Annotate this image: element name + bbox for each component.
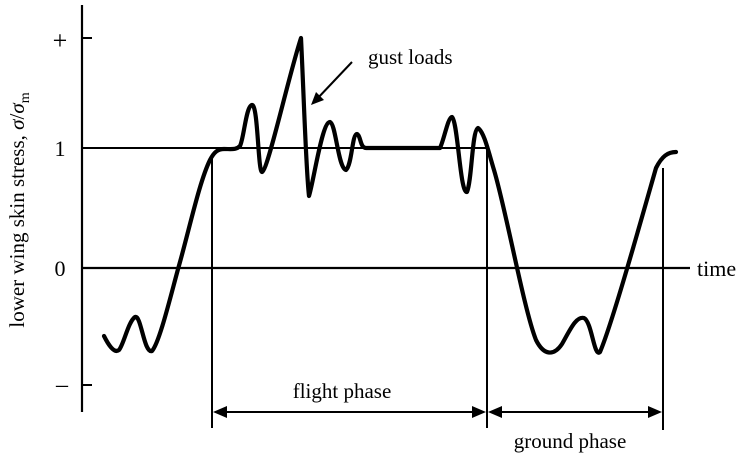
ground-phase-arrowhead-left — [488, 406, 502, 418]
x-axis-label: time — [697, 256, 736, 281]
gust-loads-pointer — [315, 61, 353, 101]
tick-label-one: 1 — [55, 136, 66, 161]
flight-phase-label: flight phase — [293, 379, 392, 403]
ground-phase-label: ground phase — [514, 429, 627, 453]
tick-label-minus: – — [55, 372, 69, 398]
stress-curve — [101, 35, 679, 355]
flight-phase-arrowhead-right — [472, 406, 486, 418]
flight-phase-arrowhead-left — [213, 406, 227, 418]
ground-phase-arrowhead-right — [648, 406, 662, 418]
tick-label-plus: + — [53, 26, 68, 55]
gust-loads-label: gust loads — [368, 45, 453, 69]
gust-loads-arrowhead — [311, 92, 324, 105]
tick-label-zero: 0 — [55, 256, 66, 281]
y-axis-label: lower wing skin stress, σ/σm — [5, 92, 33, 327]
